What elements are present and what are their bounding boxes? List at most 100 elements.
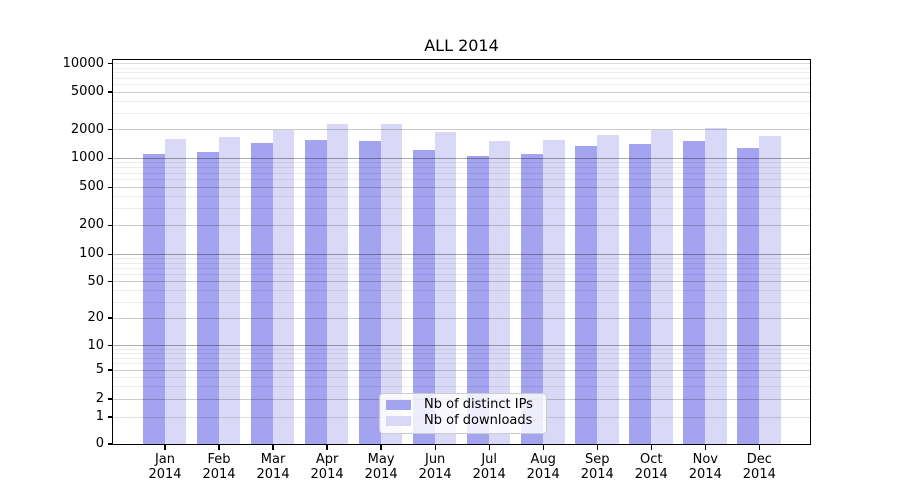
gridline-minor-500 [113,186,811,188]
bar-series0-jul [467,155,489,444]
y-tick-mark-50 [107,281,113,283]
gridline-minor-9000 [113,67,811,69]
bar-series1-oct [650,130,673,444]
gridline-minor-20 [113,317,811,319]
bar-series1-jan [164,139,187,444]
bars-layer [113,60,810,444]
x-tick-mark-oct [650,445,652,450]
y-tick-label-5000: 5000 [70,84,104,100]
gridline-major-20 [113,317,811,319]
gridline-minor-50 [113,281,811,283]
y-tick-mark-1 [107,416,113,418]
bar-series1-dec [759,136,781,444]
bar-series1-feb [218,136,241,444]
gridline-ref-100 [113,253,811,256]
gridline-major-5 [113,369,811,371]
bar-series1-apr [326,124,349,444]
x-tick-mark-jul [488,445,490,450]
x-tick-label-may: May 2014 [364,452,398,482]
y-tick-mark-2000 [107,129,113,131]
gridline-minor-400 [113,196,811,198]
bar-series0-nov [683,140,705,444]
bar-series1-aug [542,140,565,444]
x-tick-mark-aug [542,445,544,450]
x-tick-mark-nov [704,445,706,450]
x-tick-label-mar: Mar 2014 [256,452,290,482]
legend: Nb of distinct IPs Nb of downloads [379,392,547,434]
y-tick-label-20: 20 [87,310,104,326]
gridline-minor-7000 [113,77,811,79]
legend-swatch-downloads [386,416,411,427]
legend-item-downloads: Nb of downloads [386,413,538,430]
bar-series0-dec [737,148,760,444]
gridline-minor-700 [113,172,811,174]
x-tick-label-dec: Dec 2014 [742,452,776,482]
gridline-minor-6 [113,363,811,365]
gridline-minor-900 [113,162,811,164]
y-tick-mark-500 [107,186,113,188]
x-tick-mark-dec [758,445,760,450]
gridline-minor-800 [113,167,811,169]
y-tick-mark-100 [107,253,113,255]
y-tick-mark-20 [107,317,113,319]
legend-swatch-distinct-ips [386,399,411,410]
gridline-ref-1000 [113,157,811,160]
gridline-minor-70 [113,268,811,270]
gridline-minor-30 [113,301,811,303]
y-tick-mark-5 [107,369,113,371]
grid-layer [113,60,811,444]
x-tick-label-jul: Jul 2014 [472,452,506,482]
y-tick-mark-5000 [107,91,113,93]
y-tick-mark-200 [107,224,113,227]
y-tick-mark-0 [107,443,113,445]
gridline-ref-10 [113,345,811,347]
gridline-minor-60 [113,274,811,276]
bar-series1-jul [488,141,511,444]
bar-series0-may [359,140,381,444]
gridline-minor-9 [113,348,811,350]
y-tick-label-100: 100 [79,246,104,262]
gridline-major-5000 [113,91,811,93]
bar-series0-sep [575,145,597,444]
y-tick-label-500: 500 [79,179,104,195]
gridline-major-50 [113,281,811,283]
bar-series0-feb [197,152,219,444]
y-tick-label-5: 5 [95,362,104,377]
x-tick-mark-mar [272,445,274,450]
gridline-minor-3 [113,385,811,387]
gridline-minor-8 [113,353,811,355]
y-tick-mark-2 [107,398,113,400]
gridline-major-200 [113,225,811,227]
y-tick-mark-10000 [107,62,113,65]
bar-series1-mar [272,130,295,444]
gridline-minor-600 [113,179,811,181]
gridline-minor-90 [113,258,811,260]
y-tick-label-10000: 10000 [62,55,104,71]
bar-series1-sep [596,134,619,444]
y-tick-label-200: 200 [79,217,104,233]
bar-series0-jun [413,150,435,444]
bar-series0-jan [143,154,165,444]
y-tick-mark-1000 [107,157,113,159]
y-tick-label-10: 10 [87,337,104,353]
gridline-minor-80 [113,262,811,264]
bar-series0-apr [305,139,327,444]
bar-series0-oct [629,143,651,444]
x-tick-label-jan: Jan 2014 [148,452,182,482]
gridline-major-500 [113,186,811,188]
x-tick-mark-may [380,445,382,450]
gridline-major-10000 [113,63,811,65]
x-tick-label-jun: Jun 2014 [418,452,452,482]
x-tick-mark-feb [218,445,220,450]
x-tick-label-nov: Nov 2014 [688,452,722,482]
gridline-minor-2000 [113,129,811,131]
y-tick-label-0: 0 [95,436,104,451]
bar-series0-aug [521,154,543,444]
gridline-minor-4000 [113,100,811,102]
bar-series1-jun [434,132,457,444]
y-tick-label-1000: 1000 [70,150,104,166]
gridline-minor-5 [113,369,811,371]
gridline-minor-300 [113,208,811,210]
y-tick-label-1: 1 [95,409,104,424]
